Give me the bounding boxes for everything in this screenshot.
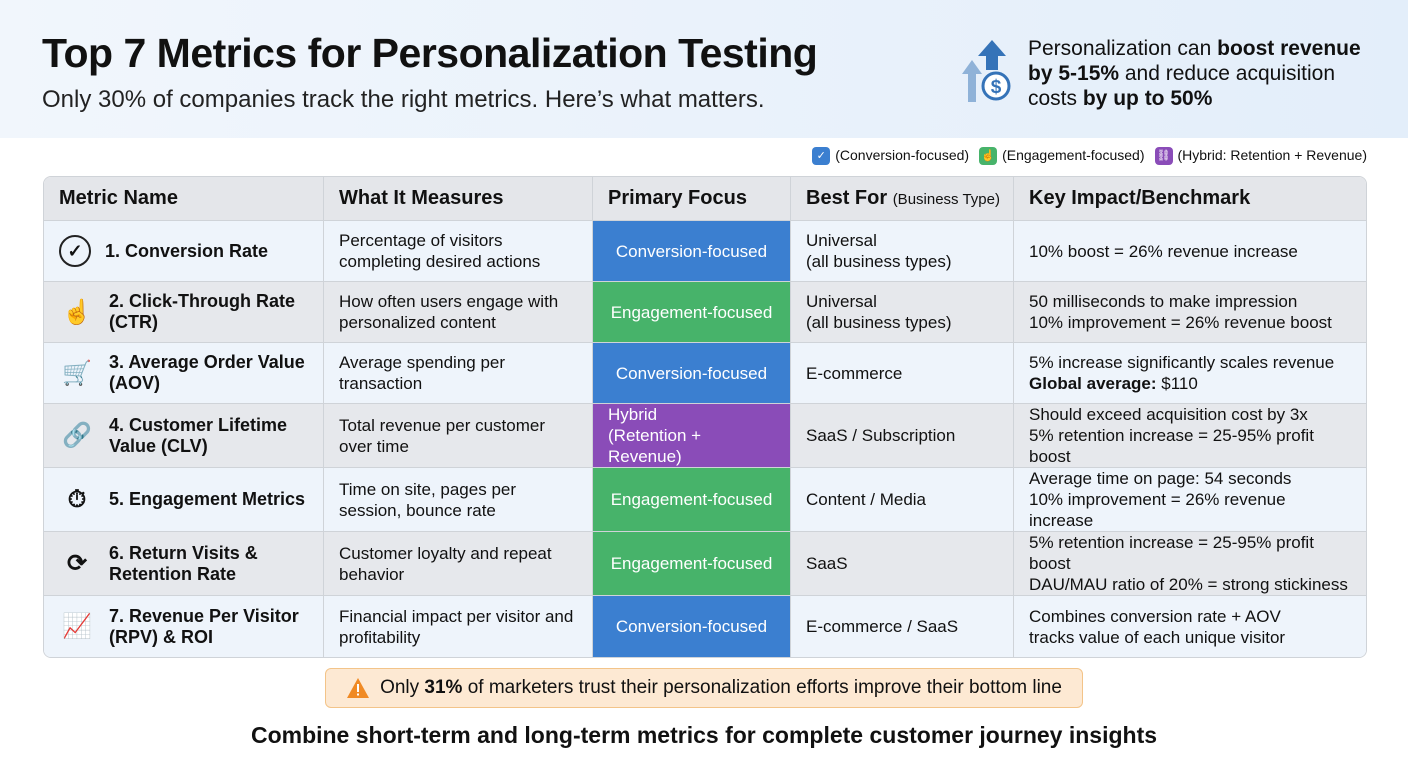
header-banner	[0, 0, 1408, 138]
best-for-cell: E-commerce / SaaS	[791, 596, 1014, 657]
best-for-cell: SaaS	[791, 532, 1014, 596]
table-row: 🛒 3. Average Order Value (AOV) Average sp…	[44, 343, 1366, 404]
page-subtitle: Only 30% of companies track the right me…	[42, 86, 765, 113]
pointer-hand-icon: ☝	[979, 147, 998, 166]
metric-name: 1. Conversion Rate	[105, 240, 269, 261]
focus-badge: Conversion-focused	[593, 343, 791, 404]
metric-name: 4. Customer Lifetime Value (CLV)	[109, 414, 288, 456]
focus-badge: Engagement-focused	[593, 468, 791, 532]
metrics-table: Metric Name What It Measures Primary Foc…	[43, 176, 1367, 658]
best-for-cell: SaaS / Subscription	[791, 404, 1014, 468]
table-row: 🔗 4. Customer Lifetime Value (CLV) Total …	[44, 404, 1366, 468]
measures-cell: Customer loyalty and repeat behavior	[324, 532, 593, 596]
chart-growth-icon: 📈	[62, 613, 92, 640]
col-metric-name: Metric Name	[44, 177, 324, 221]
legend-conversion: ✓ (Conversion-focused)	[812, 147, 969, 166]
measures-cell: Percentage of visitors completing desire…	[324, 221, 593, 282]
legend-hybrid: ⛓ (Hybrid: Retention + Revenue)	[1154, 147, 1367, 166]
user-refresh-icon: ⟳	[66, 550, 88, 577]
impact-cell: Should exceed acquisition cost by 3x 5% …	[1014, 404, 1366, 468]
warning-triangle-icon	[347, 678, 370, 698]
link-dollar-icon: 🔗	[62, 422, 92, 449]
metric-name-cell: ☝ 2. Click-Through Rate (CTR)	[44, 282, 324, 343]
cart-dollar-icon: 🛒	[62, 359, 92, 387]
svg-text:$: $	[991, 77, 1002, 98]
impact-cell: 5% increase significantly scales revenue…	[1014, 343, 1366, 404]
best-for-cell: Content / Media	[791, 468, 1014, 532]
impact-cell: Combines conversion rate + AOV tracks va…	[1014, 596, 1366, 657]
measures-cell: Total revenue per customer over time	[324, 404, 593, 468]
focus-badge: Engagement-focused	[593, 532, 791, 596]
footer-takeaway: Combine short-term and long-term metrics…	[250, 722, 1158, 748]
measures-cell: Average spending per transaction	[324, 343, 593, 404]
check-circle-icon: ✓	[812, 147, 831, 166]
metric-name-cell: ⏱ 5. Engagement Metrics	[44, 468, 324, 532]
measures-cell: Time on site, pages per session, bounce …	[324, 468, 593, 532]
focus-badge: Conversion-focused	[593, 596, 791, 657]
impact-cell: 50 milliseconds to make impression 10% i…	[1014, 282, 1366, 343]
measures-cell: Financial impact per visitor and profita…	[324, 596, 593, 657]
metric-name: 3. Average Order Value (AOV)	[109, 352, 305, 393]
focus-badge: Engagement-focused	[593, 282, 791, 343]
page-title: Top 7 Metrics for Personalization Testin…	[42, 30, 818, 76]
focus-badge: Conversion-focused	[593, 221, 791, 282]
stopwatch-icon: ⏱	[67, 486, 87, 513]
metric-name: 6. Return Visits & Retention Rate	[109, 542, 258, 584]
warning-text: Only 31% of marketers trust their person…	[380, 677, 1062, 698]
metric-name-cell: 🛒 3. Average Order Value (AOV)	[44, 343, 324, 404]
impact-cell: 10% boost = 26% revenue increase	[1014, 221, 1366, 282]
best-for-cell: Universal (all business types)	[791, 221, 1014, 282]
table-row: ☝ 2. Click-Through Rate (CTR) How often u…	[44, 282, 1366, 343]
col-key-impact: Key Impact/Benchmark	[1014, 177, 1366, 221]
metric-name-cell: ✓ 1. Conversion Rate	[44, 221, 324, 282]
metric-name: 7. Revenue Per Visitor (RPV) & ROI	[109, 605, 299, 647]
best-for-cell: E-commerce	[791, 343, 1014, 404]
metric-name-cell: 📈 7. Revenue Per Visitor (RPV) & ROI	[44, 596, 324, 657]
table-row: ⏱ 5. Engagement Metrics Time on site, pag…	[44, 468, 1366, 532]
focus-badge: Hybrid (Retention + Revenue)	[593, 404, 791, 468]
impact-cell: Average time on page: 54 seconds 10% imp…	[1014, 468, 1366, 532]
best-for-cell: Universal (all business types)	[791, 282, 1014, 343]
col-primary-focus: Primary Focus	[593, 177, 791, 221]
pointer-hand-icon: ☝	[62, 298, 92, 326]
table-row: 📈 7. Revenue Per Visitor (RPV) & ROI Fina…	[44, 596, 1366, 657]
impact-cell: 5% retention increase = 25-95% profit bo…	[1014, 532, 1366, 596]
table-row: ⟳ 6. Return Visits & Retention Rate Custo…	[44, 532, 1366, 596]
warning-callout: Only 31% of marketers trust their person…	[325, 668, 1083, 708]
table-row: ✓ 1. Conversion Rate Percentage of visito…	[44, 221, 1366, 282]
check-circle-icon: ✓	[59, 235, 91, 267]
col-best-for: Best For (Business Type)	[791, 177, 1014, 221]
measures-cell: How often users engage with personalized…	[324, 282, 593, 343]
col-what-it-measures: What It Measures	[324, 177, 593, 221]
legend-engagement: ☝ (Engagement-focused)	[979, 147, 1145, 166]
legend: ✓ (Conversion-focused) ☝ (Engagement-focus…	[812, 147, 1367, 166]
metric-name-cell: ⟳ 6. Return Visits & Retention Rate	[44, 532, 324, 596]
metric-name: 2. Click-Through Rate (CTR)	[109, 291, 296, 332]
link-icon: ⛓	[1154, 147, 1173, 166]
revenue-growth-icon: $	[962, 40, 1011, 102]
metric-name-cell: 🔗 4. Customer Lifetime Value (CLV)	[44, 404, 324, 468]
metric-name: 5. Engagement Metrics	[109, 489, 306, 509]
revenue-stat: Personalization can boost revenue by 5-1…	[1028, 37, 1361, 110]
